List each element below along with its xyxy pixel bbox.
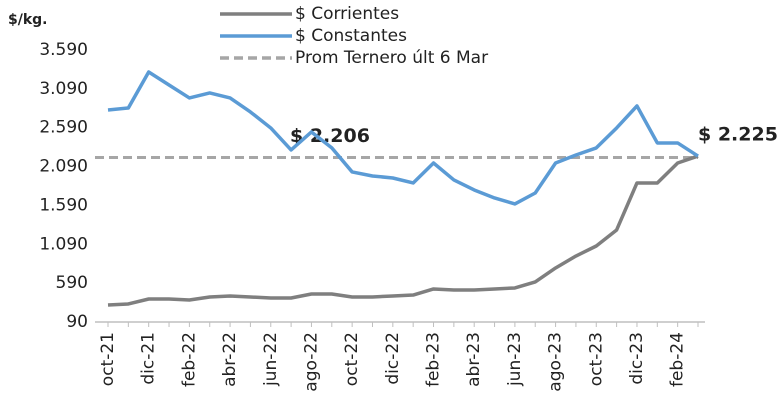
x-tick-label: oct-21 — [98, 332, 118, 386]
y-tick-label: 590 — [56, 273, 88, 293]
x-tick-label: abr-22 — [220, 332, 240, 387]
y-tick-label: 2.090 — [39, 157, 88, 177]
x-tick-label: ago-22 — [301, 332, 321, 392]
x-tick-label: dic-21 — [139, 332, 159, 385]
series-line — [107, 154, 699, 307]
legend-label: $ Corrientes — [295, 4, 399, 24]
series-line — [107, 70, 699, 206]
x-tick-label: ago-23 — [546, 332, 566, 392]
y-tick-label: 3.090 — [39, 79, 88, 99]
data-label: $ 2.225 — [698, 124, 778, 146]
x-tick-label: feb-23 — [424, 332, 444, 387]
y-axis-title: $/kg. — [8, 12, 48, 28]
x-tick-label: jun-22 — [261, 332, 281, 387]
reference-label: $ 2.206 — [290, 125, 370, 147]
x-tick-label: dic-23 — [627, 332, 647, 385]
y-tick-label: 2.590 — [39, 118, 88, 138]
y-tick-label: 1.090 — [39, 234, 88, 254]
x-tick-label: oct-23 — [586, 332, 606, 386]
y-tick-label: 3.590 — [39, 40, 88, 60]
x-tick-label: jun-23 — [505, 332, 525, 387]
legend-label: Prom Ternero últ 6 Mar — [295, 48, 488, 68]
x-tick-label: feb-24 — [668, 332, 688, 387]
x-tick-label: oct-22 — [342, 332, 362, 386]
y-tick-label: 90 — [66, 312, 88, 332]
x-tick-label: abr-23 — [464, 332, 484, 387]
x-tick-label: feb-22 — [179, 332, 199, 387]
legend-label: $ Constantes — [295, 26, 407, 46]
y-tick-label: 1.590 — [39, 195, 88, 215]
x-tick-label: dic-22 — [383, 332, 403, 385]
